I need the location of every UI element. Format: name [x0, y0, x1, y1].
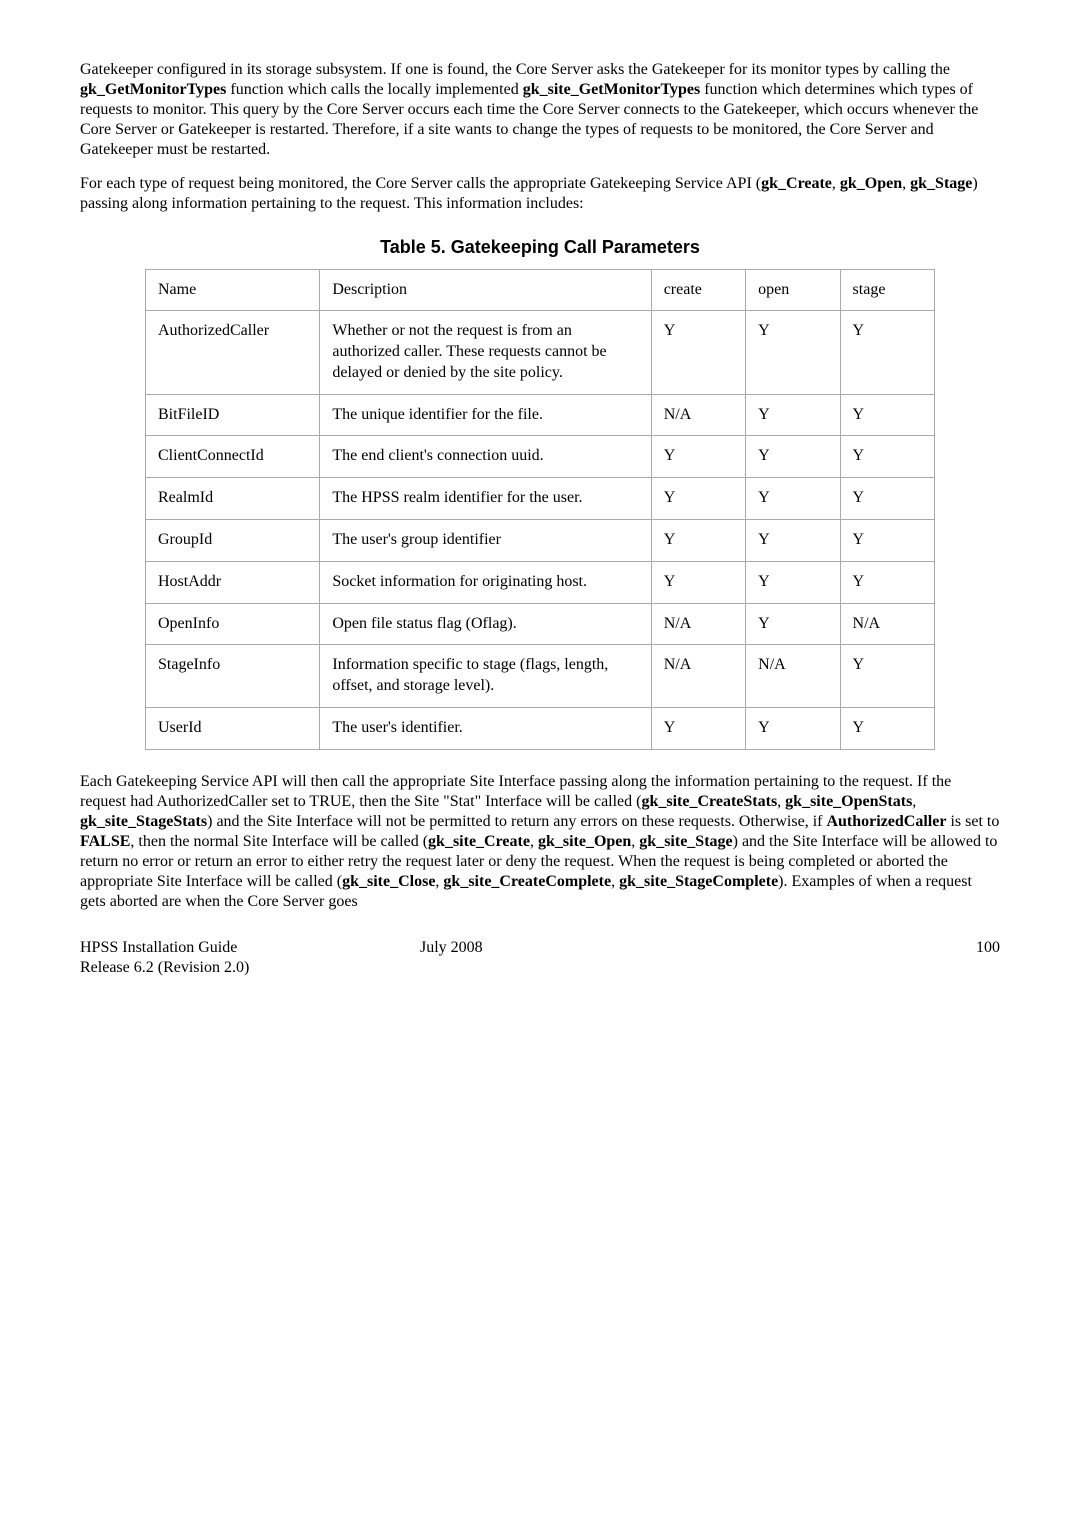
cell-desc: Information specific to stage (flags, le… — [320, 645, 651, 708]
header-open: open — [746, 269, 840, 311]
cell-open: Y — [746, 478, 840, 520]
text: , — [912, 793, 916, 810]
header-name: Name — [146, 269, 320, 311]
table-row: RealmId The HPSS realm identifier for th… — [146, 478, 935, 520]
cell-stage: Y — [840, 645, 934, 708]
footer-page-number: 100 — [660, 938, 1000, 978]
table-row: BitFileID The unique identifier for the … — [146, 394, 935, 436]
cell-stage: Y — [840, 561, 934, 603]
cell-stage: Y — [840, 436, 934, 478]
cell-desc: The HPSS realm identifier for the user. — [320, 478, 651, 520]
bold: gk_GetMonitorTypes — [80, 81, 226, 98]
table-row: UserId The user's identifier. Y Y Y — [146, 708, 935, 750]
footer-release: Release 6.2 (Revision 2.0) — [80, 958, 420, 978]
cell-name: OpenInfo — [146, 603, 320, 645]
footer-title: HPSS Installation Guide — [80, 938, 420, 958]
footer-date: July 2008 — [420, 938, 660, 978]
table-row: OpenInfo Open file status flag (Oflag). … — [146, 603, 935, 645]
bold: gk_site_StageComplete — [619, 873, 778, 890]
cell-open: Y — [746, 520, 840, 562]
cell-create: Y — [651, 436, 745, 478]
cell-name: UserId — [146, 708, 320, 750]
cell-name: GroupId — [146, 520, 320, 562]
bold: gk_Open — [840, 175, 902, 192]
cell-stage: Y — [840, 311, 934, 394]
bold: gk_site_Close — [342, 873, 435, 890]
intro-paragraph-1: Gatekeeper configured in its storage sub… — [80, 60, 1000, 160]
text: For each type of request being monitored… — [80, 175, 761, 192]
cell-open: Y — [746, 603, 840, 645]
bold: gk_site_CreateStats — [641, 793, 777, 810]
table-row: HostAddr Socket information for originat… — [146, 561, 935, 603]
cell-name: RealmId — [146, 478, 320, 520]
cell-name: AuthorizedCaller — [146, 311, 320, 394]
bold: gk_site_CreateComplete — [443, 873, 611, 890]
cell-stage: N/A — [840, 603, 934, 645]
cell-create: N/A — [651, 645, 745, 708]
text: is set to — [946, 813, 999, 830]
text: function which calls the locally impleme… — [226, 81, 522, 98]
cell-create: Y — [651, 520, 745, 562]
text: Gatekeeper configured in its storage sub… — [80, 61, 950, 78]
bold: gk_site_Stage — [639, 833, 732, 850]
cell-create: Y — [651, 478, 745, 520]
cell-create: N/A — [651, 603, 745, 645]
cell-stage: Y — [840, 708, 934, 750]
header-desc: Description — [320, 269, 651, 311]
table-row: StageInfo Information specific to stage … — [146, 645, 935, 708]
cell-desc: Socket information for originating host. — [320, 561, 651, 603]
table-row: AuthorizedCaller Whether or not the requ… — [146, 311, 935, 394]
text: , then the normal Site Interface will be… — [130, 833, 428, 850]
cell-open: Y — [746, 436, 840, 478]
cell-desc: The user's identifier. — [320, 708, 651, 750]
cell-create: N/A — [651, 394, 745, 436]
bold: gk_Create — [761, 175, 832, 192]
text: , — [777, 793, 785, 810]
table-row: GroupId The user's group identifier Y Y … — [146, 520, 935, 562]
bold: gk_site_StageStats — [80, 813, 207, 830]
cell-stage: Y — [840, 478, 934, 520]
bold: gk_site_Open — [538, 833, 631, 850]
parameters-table: Name Description create open stage Autho… — [145, 269, 935, 750]
cell-desc: The unique identifier for the file. — [320, 394, 651, 436]
cell-name: BitFileID — [146, 394, 320, 436]
table-header-row: Name Description create open stage — [146, 269, 935, 311]
header-stage: stage — [840, 269, 934, 311]
intro-paragraph-2: For each type of request being monitored… — [80, 174, 1000, 214]
page-footer: HPSS Installation Guide Release 6.2 (Rev… — [80, 938, 1000, 978]
closing-paragraph: Each Gatekeeping Service API will then c… — [80, 772, 1000, 912]
text: , — [832, 175, 840, 192]
text: , — [902, 175, 910, 192]
text: ) and the Site Interface will not be per… — [207, 813, 826, 830]
cell-open: Y — [746, 561, 840, 603]
cell-name: HostAddr — [146, 561, 320, 603]
bold: gk_site_Create — [428, 833, 530, 850]
cell-open: Y — [746, 311, 840, 394]
bold: FALSE — [80, 833, 130, 850]
cell-create: Y — [651, 708, 745, 750]
cell-desc: The user's group identifier — [320, 520, 651, 562]
header-create: create — [651, 269, 745, 311]
cell-name: ClientConnectId — [146, 436, 320, 478]
bold: gk_site_OpenStats — [785, 793, 912, 810]
cell-open: N/A — [746, 645, 840, 708]
footer-left: HPSS Installation Guide Release 6.2 (Rev… — [80, 938, 420, 978]
bold: AuthorizedCaller — [826, 813, 946, 830]
bold: gk_Stage — [910, 175, 972, 192]
cell-create: Y — [651, 311, 745, 394]
text: , — [530, 833, 538, 850]
cell-stage: Y — [840, 520, 934, 562]
cell-open: Y — [746, 394, 840, 436]
text: , — [611, 873, 619, 890]
cell-desc: The end client's connection uuid. — [320, 436, 651, 478]
cell-create: Y — [651, 561, 745, 603]
table-row: ClientConnectId The end client's connect… — [146, 436, 935, 478]
cell-name: StageInfo — [146, 645, 320, 708]
cell-open: Y — [746, 708, 840, 750]
cell-desc: Whether or not the request is from an au… — [320, 311, 651, 394]
cell-stage: Y — [840, 394, 934, 436]
cell-desc: Open file status flag (Oflag). — [320, 603, 651, 645]
table-title: Table 5. Gatekeeping Call Parameters — [80, 236, 1000, 259]
bold: gk_site_GetMonitorTypes — [523, 81, 700, 98]
